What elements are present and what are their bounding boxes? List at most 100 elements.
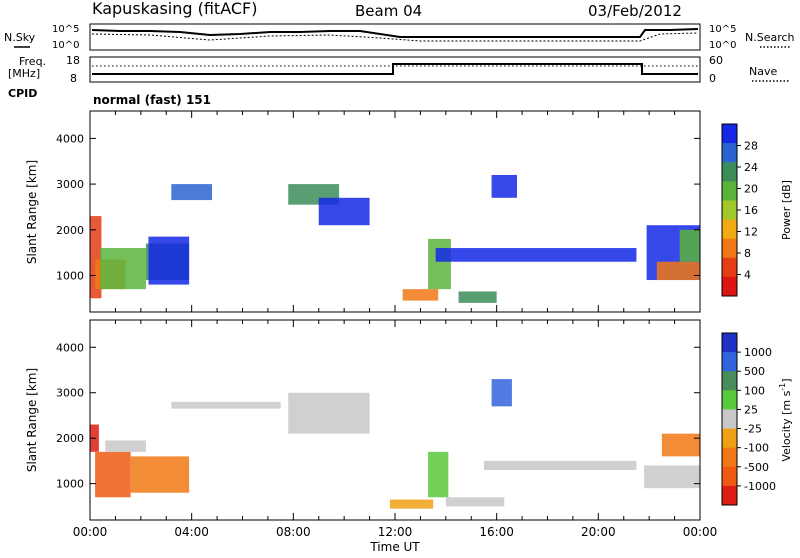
y-tick-label: 4000	[56, 132, 84, 145]
colorbar-tick-label: 1000	[744, 346, 772, 359]
nave-tick-top: 60	[709, 54, 723, 67]
date-title: 03/Feb/2012	[588, 2, 682, 20]
y-tick-label: 3000	[56, 387, 84, 400]
colorbar-swatch	[722, 409, 737, 430]
colorbar-tick-label: -500	[744, 461, 769, 474]
scatter-band	[130, 456, 190, 493]
x-tick-label: 00:00	[73, 525, 108, 539]
scatter-band	[100, 248, 146, 290]
power-y-axis: 4000 3000 2000 1000	[56, 132, 700, 282]
colorbar-tick-label: 20	[744, 183, 758, 196]
y-tick-label: 3000	[56, 178, 84, 191]
freq-tick-bottom: 8	[70, 72, 77, 85]
freq-unit-label: [MHz]	[8, 67, 40, 80]
nsearch-label: N.Search	[745, 31, 795, 44]
cpid-label: CPID	[8, 87, 37, 100]
x-tick-label: 04:00	[174, 525, 209, 539]
scatter-band	[644, 465, 700, 489]
nsky-trace	[91, 28, 699, 38]
scatter-band	[318, 197, 370, 226]
velocity-x-axis: 00:00 04:00 08:00 12:00 16:00 20:00 00:00	[73, 320, 718, 539]
power-colorbar-ticks: 28 24 20 16 12 8 4	[737, 140, 758, 282]
velocity-ylabel: Slant Range [km]	[25, 368, 39, 472]
noise-panel: N.Sky 10^5 10^0 10^5 10^0 N.Search	[4, 23, 795, 51]
velocity-colorbar-label-sup: -1	[778, 383, 787, 391]
scatter-band	[105, 440, 146, 452]
colorbar-swatch	[722, 200, 737, 221]
colorbar-swatch	[722, 466, 737, 487]
y-tick-label: 4000	[56, 341, 84, 354]
colorbar-tick-label: 12	[744, 226, 758, 239]
colorbar-swatch	[722, 447, 737, 468]
colorbar-tick-label: 500	[744, 365, 765, 378]
scatter-band	[491, 379, 512, 407]
noise-tick-top-left: 10^5	[52, 24, 79, 35]
colorbar-swatch	[722, 352, 737, 372]
scatter-band	[679, 229, 700, 262]
freq-trace	[92, 63, 698, 75]
velocity-colorbar-label-main: Velocity [m s	[780, 390, 793, 461]
y-tick-label: 1000	[56, 269, 84, 282]
cpid-value: normal (fast) 151	[93, 93, 211, 107]
scatter-band	[435, 248, 637, 262]
velocity-colorbar-label-close: ]	[780, 378, 793, 382]
nave-label: Nave	[749, 65, 777, 78]
time-axis-label: Time UT	[369, 540, 420, 554]
x-tick-label: 16:00	[479, 525, 514, 539]
colorbar-swatch	[722, 276, 737, 297]
noise-tick-bottom-right: 10^0	[709, 40, 736, 51]
colorbar-tick-label: -100	[744, 442, 769, 455]
colorbar-tick-label: 4	[744, 269, 751, 282]
nave-tick-bottom: 0	[709, 72, 716, 85]
scatter-band	[445, 497, 505, 507]
scatter-band	[389, 499, 434, 509]
colorbar-swatch	[722, 219, 737, 240]
scatter-band	[171, 401, 281, 409]
scatter-band	[95, 451, 131, 498]
colorbar-swatch	[722, 485, 737, 506]
power-data	[90, 174, 700, 303]
scatter-band	[458, 291, 497, 303]
velocity-y-axis: 4000 3000 2000 1000	[56, 341, 700, 491]
y-tick-label: 2000	[56, 224, 84, 237]
station-title: Kapuskasing (fitACF)	[92, 0, 257, 18]
nsky-label: N.Sky	[4, 31, 36, 44]
x-tick-label: 20:00	[581, 525, 616, 539]
colorbar-tick-label: 16	[744, 204, 758, 217]
x-tick-label: 00:00	[683, 525, 718, 539]
colorbar-tick-label: 25	[744, 403, 758, 416]
freq-panel: Freq. [MHz] 18 8 60 0 Nave CPID normal (…	[8, 54, 790, 107]
y-tick-label: 2000	[56, 432, 84, 445]
scatter-band	[428, 451, 449, 498]
colorbar-tick-label: 100	[744, 384, 765, 397]
scatter-band	[428, 238, 451, 290]
nsearch-trace	[91, 32, 699, 42]
colorbar-tick-label: -1000	[744, 480, 776, 493]
velocity-colorbar-frame	[721, 332, 738, 506]
colorbar-swatch	[722, 333, 737, 353]
colorbar-swatch	[722, 257, 737, 278]
scatter-band	[661, 433, 700, 457]
colorbar-swatch	[722, 143, 737, 163]
colorbar-swatch	[722, 238, 737, 259]
power-colorbar: 28 24 20 16 12 8 4 Power [dB]	[721, 123, 793, 297]
power-ylabel: Slant Range [km]	[25, 160, 39, 264]
velocity-colorbar-swatches	[722, 333, 737, 506]
power-colorbar-swatches	[722, 124, 737, 297]
scatter-band	[483, 460, 637, 470]
y-tick-label: 1000	[56, 478, 84, 491]
scatter-band	[171, 184, 212, 201]
velocity-data	[90, 379, 700, 509]
freq-panel-frame	[89, 56, 701, 83]
scatter-band	[148, 236, 190, 285]
colorbar-tick-label: -25	[744, 423, 762, 436]
power-colorbar-label: Power [dB]	[780, 180, 793, 240]
x-tick-label: 08:00	[276, 525, 311, 539]
scatter-band	[288, 392, 370, 434]
scatter-band	[491, 174, 517, 198]
colorbar-tick-label: 28	[744, 140, 758, 153]
power-x-ticks	[89, 111, 701, 312]
freq-tick-top: 18	[66, 54, 80, 67]
